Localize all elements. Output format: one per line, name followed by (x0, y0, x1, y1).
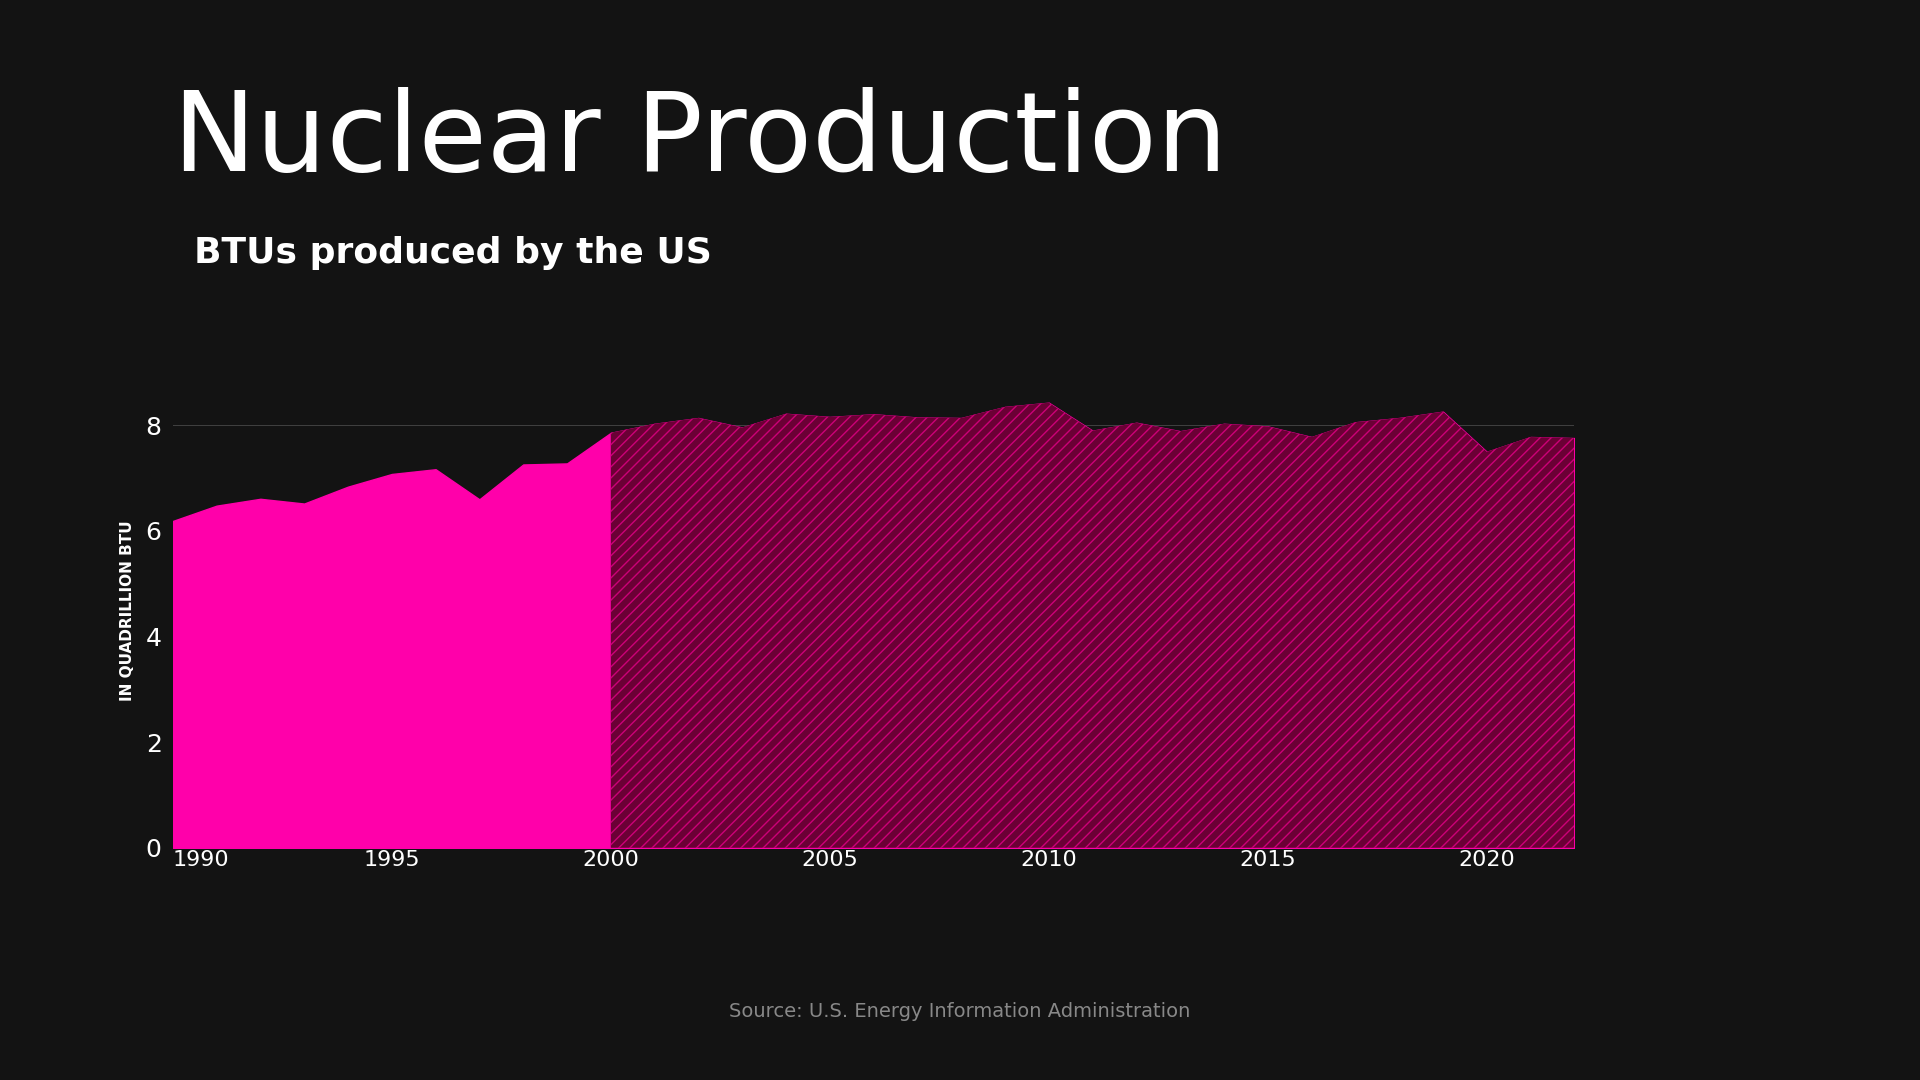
Text: 2020: 2020 (1459, 850, 1515, 869)
Text: Nuclear Production: Nuclear Production (173, 87, 1227, 194)
Text: 1995: 1995 (363, 850, 420, 869)
Y-axis label: IN QUADRILLION BTU: IN QUADRILLION BTU (119, 519, 134, 701)
Text: 1990: 1990 (173, 850, 228, 869)
Text: BTUs produced by the US: BTUs produced by the US (194, 235, 712, 270)
Text: 2010: 2010 (1020, 850, 1077, 869)
Text: 2005: 2005 (801, 850, 858, 869)
Text: Source: U.S. Energy Information Administration: Source: U.S. Energy Information Administ… (730, 1001, 1190, 1021)
Text: 2015: 2015 (1240, 850, 1296, 869)
Text: 2000: 2000 (582, 850, 639, 869)
